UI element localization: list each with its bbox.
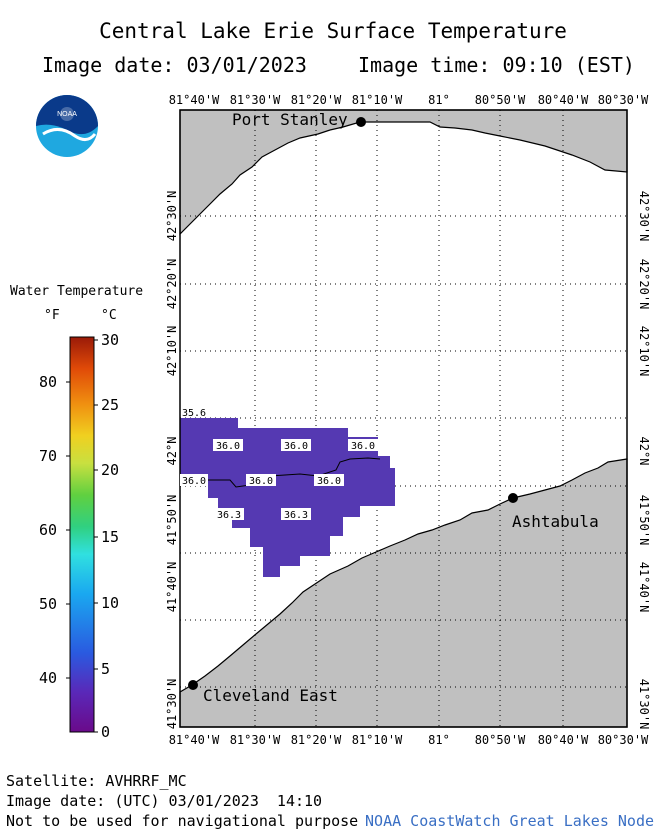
legend-f-tick: 70	[39, 447, 57, 465]
map-title: Central Lake Erie Surface Temperature	[99, 19, 567, 43]
temp-label: 36.3	[217, 510, 241, 521]
legend-unit-f: °F	[44, 308, 60, 323]
place-label-ashtabula: Ashtabula	[512, 512, 599, 531]
lon-label-bottom: 81°20'W	[291, 733, 342, 747]
lon-label-top: 81°30'W	[230, 93, 281, 107]
lat-label-left: 41°50'N	[165, 495, 179, 546]
temp-label: 36.3	[284, 510, 308, 521]
legend-c-tick: 15	[101, 528, 119, 546]
lon-label-bottom: 80°30'W	[598, 733, 649, 747]
place-label-cleveland-east: Cleveland East	[203, 686, 338, 705]
image-date: Image date: 03/01/2023	[42, 53, 307, 77]
lat-label-right: 41°50'N	[637, 495, 651, 546]
north-shore-land	[179, 109, 628, 236]
lat-label-left: 41°30'N	[165, 679, 179, 730]
lon-label-bottom: 81°30'W	[230, 733, 281, 747]
footer-utc-date: Image date: (UTC) 03/01/2023 14:10	[6, 792, 323, 810]
lon-label-top: 80°50'W	[475, 93, 526, 107]
lon-label-top: 80°30'W	[598, 93, 649, 107]
lon-label-bottom: 81°	[428, 733, 450, 747]
legend-c-tick: 0	[101, 723, 110, 741]
legend-c-tick: 25	[101, 396, 119, 414]
place-label-port-stanley: Port Stanley	[232, 110, 348, 129]
footer-credit: NOAA CoastWatch Great Lakes Node	[365, 812, 654, 830]
lon-label-top: 81°40'W	[169, 93, 220, 107]
noaa-logo-text: NOAA	[57, 111, 77, 118]
lat-label-left: 42°10'N	[165, 326, 179, 377]
legend-f-tick: 50	[39, 595, 57, 613]
lat-label-left: 41°40'N	[165, 562, 179, 613]
cleveland-east-marker	[188, 680, 198, 690]
legend-c-tick: 30	[101, 331, 119, 349]
lat-label-right: 42°N	[637, 437, 651, 466]
footer-disclaimer: Not to be used for navigational purpose	[6, 812, 359, 830]
lat-label-left: 42°N	[165, 437, 179, 466]
lon-label-bottom: 81°40'W	[169, 733, 220, 747]
legend-unit-c: °C	[101, 308, 117, 323]
temp-label: 36.0	[216, 441, 240, 452]
legend-f-tick: 40	[39, 669, 57, 687]
legend-f-tick: 60	[39, 521, 57, 539]
temp-label: 36.0	[249, 476, 273, 487]
temp-label: 36.0	[317, 476, 341, 487]
lat-label-left: 42°20'N	[165, 259, 179, 310]
lat-label-right: 41°30'N	[637, 679, 651, 730]
map-frame	[179, 109, 628, 728]
temp-label: 36.0	[182, 476, 206, 487]
temp-label: 35.6	[182, 408, 206, 419]
noaa-logo: NOAA	[36, 95, 98, 157]
temp-label: 36.0	[284, 441, 308, 452]
south-shore-land	[179, 458, 628, 728]
lon-label-top: 81°	[428, 93, 450, 107]
isotherm-line	[208, 457, 381, 488]
lat-label-left: 42°30'N	[165, 191, 179, 242]
temperature-color-bar	[69, 336, 95, 733]
port-stanley-marker	[356, 117, 366, 127]
lon-label-bottom: 81°10'W	[352, 733, 403, 747]
lon-label-bottom: 80°50'W	[475, 733, 526, 747]
legend-c-tick: 20	[101, 461, 119, 479]
legend-c-tick: 10	[101, 594, 119, 612]
lon-label-top: 81°10'W	[352, 93, 403, 107]
lat-label-right: 42°10'N	[637, 326, 651, 377]
ashtabula-marker	[508, 493, 518, 503]
legend-title: Water Temperature	[10, 284, 144, 299]
legend-c-tick: 5	[101, 660, 110, 678]
image-time: Image time: 09:10 (EST)	[358, 53, 635, 77]
footer-satellite: Satellite: AVHRRF_MC	[6, 772, 187, 790]
temp-label: 36.0	[351, 441, 375, 452]
legend-f-tick: 80	[39, 373, 57, 391]
lon-label-top: 80°40'W	[538, 93, 589, 107]
lat-label-right: 42°30'N	[637, 191, 651, 242]
lat-label-right: 42°20'N	[637, 259, 651, 310]
lon-label-top: 81°20'W	[291, 93, 342, 107]
lon-label-bottom: 80°40'W	[538, 733, 589, 747]
sst-patch	[180, 418, 395, 577]
lat-label-right: 41°40'N	[637, 562, 651, 613]
